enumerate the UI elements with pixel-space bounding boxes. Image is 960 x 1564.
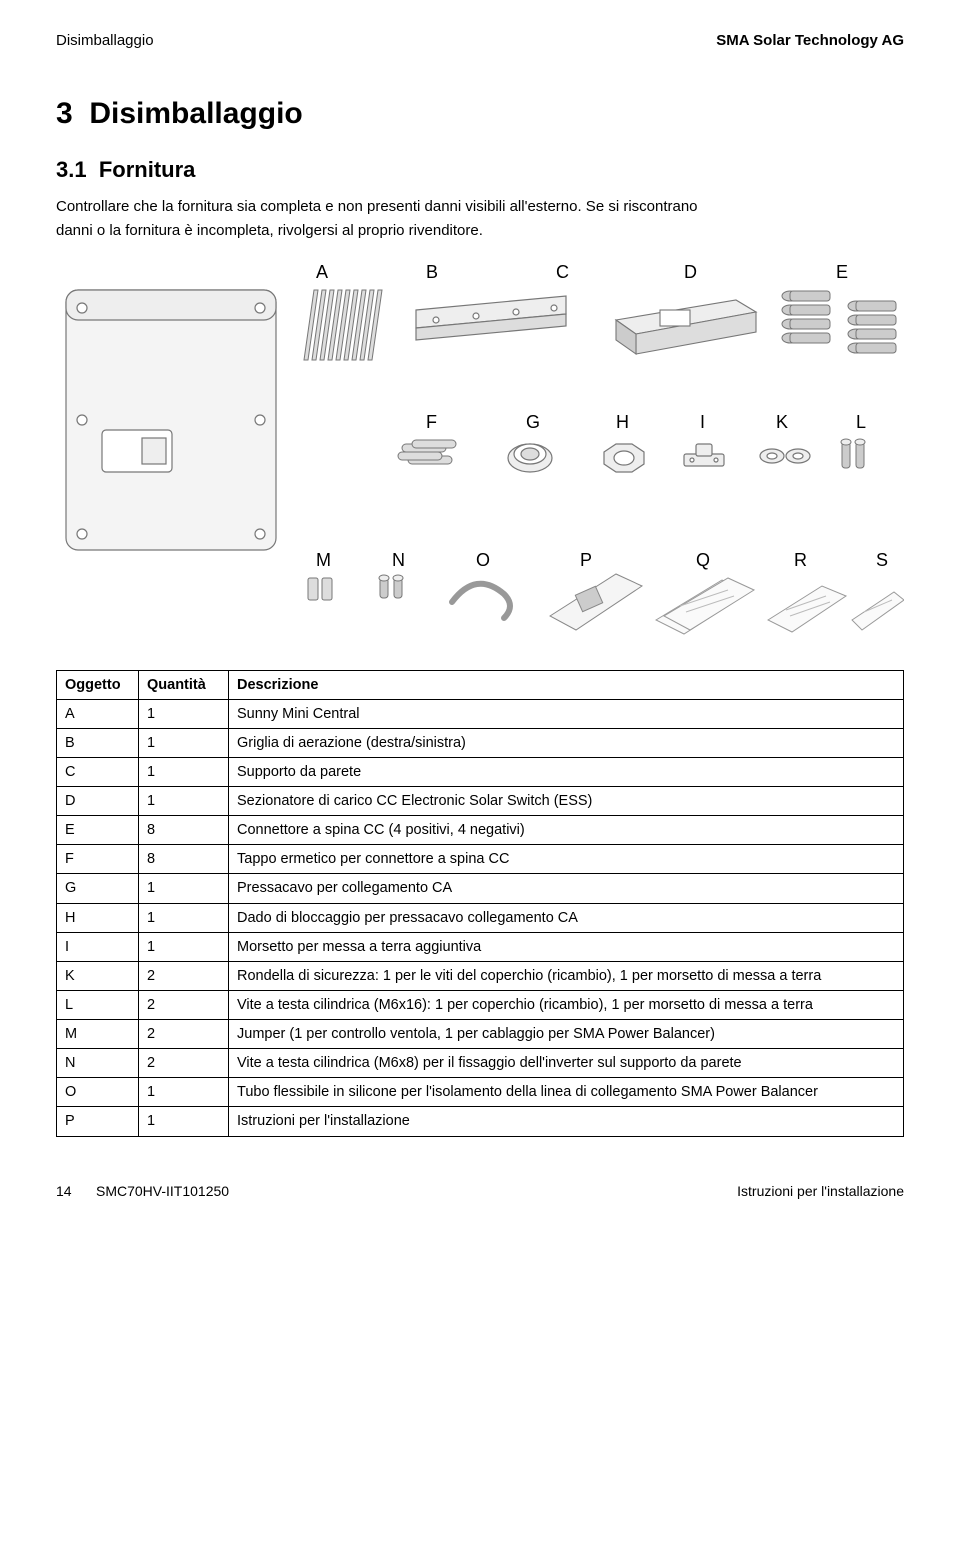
running-header: Disimballaggio SMA Solar Technology AG bbox=[56, 32, 904, 49]
table-row: H1Dado di bloccaggio per pressacavo coll… bbox=[57, 903, 904, 932]
intro-paragraph-1: Controllare che la fornitura sia complet… bbox=[56, 197, 904, 217]
fig-label-H: H bbox=[616, 412, 629, 432]
fig-label-G: G bbox=[526, 412, 540, 432]
item-D-ess-icon bbox=[616, 300, 756, 354]
fig-label-C: C bbox=[556, 262, 569, 282]
fig-label-Q: Q bbox=[696, 550, 710, 570]
col-quantita: Quantità bbox=[139, 670, 229, 699]
item-L-screws-icon bbox=[841, 439, 865, 468]
section-number: 3 bbox=[56, 97, 73, 130]
item-F-caps-icon bbox=[398, 440, 456, 464]
table-row: K2Rondella di sicurezza: 1 per le viti d… bbox=[57, 961, 904, 990]
intro-paragraph-2: danni o la fornitura è incompleta, rivol… bbox=[56, 221, 904, 241]
item-C-bracket-icon bbox=[416, 296, 566, 340]
table-row: A1Sunny Mini Central bbox=[57, 699, 904, 728]
footer-right: Istruzioni per l'installazione bbox=[737, 1183, 904, 1199]
fig-label-E: E bbox=[836, 262, 848, 282]
header-left: Disimballaggio bbox=[56, 32, 154, 49]
section-heading: 3 Disimballaggio bbox=[56, 97, 904, 131]
table-row: C1Supporto da parete bbox=[57, 757, 904, 786]
table-row: F8Tappo ermetico per connettore a spina … bbox=[57, 845, 904, 874]
table-row: E8Connettore a spina CC (4 positivi, 4 n… bbox=[57, 816, 904, 845]
fig-label-I: I bbox=[700, 412, 705, 432]
item-I-clamp-icon bbox=[684, 444, 724, 466]
page: Disimballaggio SMA Solar Technology AG 3… bbox=[0, 0, 960, 1239]
col-oggetto: Oggetto bbox=[57, 670, 139, 699]
subsection-number: 3.1 bbox=[56, 157, 87, 182]
table-row: L2Vite a testa cilindrica (M6x16): 1 per… bbox=[57, 990, 904, 1019]
fig-label-P: P bbox=[580, 550, 592, 570]
page-number: 14 bbox=[56, 1183, 96, 1199]
item-O-tube-icon bbox=[452, 583, 510, 617]
table-row: O1Tubo flessibile in silicone per l'isol… bbox=[57, 1078, 904, 1107]
doc-number: SMC70HV-IIT101250 bbox=[96, 1183, 737, 1199]
table-row: N2Vite a testa cilindrica (M6x8) per il … bbox=[57, 1049, 904, 1078]
subsection-title: Fornitura bbox=[99, 157, 196, 182]
fig-label-K: K bbox=[776, 412, 788, 432]
item-A-inverter-icon bbox=[66, 290, 276, 550]
item-K-washers-icon bbox=[760, 449, 810, 463]
fig-label-S: S bbox=[876, 550, 888, 570]
parts-table: Oggetto Quantità Descrizione A1Sunny Min… bbox=[56, 670, 904, 1137]
item-Q-sheets-icon bbox=[656, 578, 754, 634]
running-footer: 14 SMC70HV-IIT101250 Istruzioni per l'in… bbox=[56, 1183, 904, 1199]
fig-label-R: R bbox=[794, 550, 807, 570]
fig-label-B: B bbox=[426, 262, 438, 282]
table-row: M2Jumper (1 per controllo ventola, 1 per… bbox=[57, 1020, 904, 1049]
col-descrizione: Descrizione bbox=[229, 670, 904, 699]
fig-label-D: D bbox=[684, 262, 697, 282]
item-R-sheet-icon bbox=[768, 586, 846, 632]
fig-label-O: O bbox=[476, 550, 490, 570]
table-row: D1Sezionatore di carico CC Electronic So… bbox=[57, 787, 904, 816]
subsection-heading: 3.1 Fornitura bbox=[56, 157, 904, 183]
table-row: I1Morsetto per messa a terra aggiuntiva bbox=[57, 932, 904, 961]
item-S-sheet-icon bbox=[852, 592, 904, 630]
table-row: B1Griglia di aerazione (destra/sinistra) bbox=[57, 728, 904, 757]
fig-label-F: F bbox=[426, 412, 437, 432]
item-H-nut-icon bbox=[604, 444, 644, 472]
table-row: P1Istruzioni per l'installazione bbox=[57, 1107, 904, 1136]
table-header-row: Oggetto Quantità Descrizione bbox=[57, 670, 904, 699]
scope-of-delivery-figure: A B C D E bbox=[56, 260, 904, 660]
item-E-connectors-icon bbox=[782, 291, 896, 353]
item-P-booklet-icon bbox=[550, 574, 642, 630]
fig-label-N: N bbox=[392, 550, 405, 570]
table-row: G1Pressacavo per collegamento CA bbox=[57, 874, 904, 903]
item-M-jumpers-icon bbox=[308, 578, 332, 600]
fig-label-M: M bbox=[316, 550, 331, 570]
section-title: Disimballaggio bbox=[89, 97, 302, 130]
item-N-screws-icon bbox=[379, 575, 403, 598]
fig-label-A: A bbox=[316, 262, 328, 282]
item-G-gland-icon bbox=[508, 444, 552, 472]
fig-label-L: L bbox=[856, 412, 866, 432]
item-B-grille-icon bbox=[304, 290, 384, 370]
table-body: A1Sunny Mini Central B1Griglia di aerazi… bbox=[57, 699, 904, 1136]
header-right: SMA Solar Technology AG bbox=[716, 32, 904, 49]
